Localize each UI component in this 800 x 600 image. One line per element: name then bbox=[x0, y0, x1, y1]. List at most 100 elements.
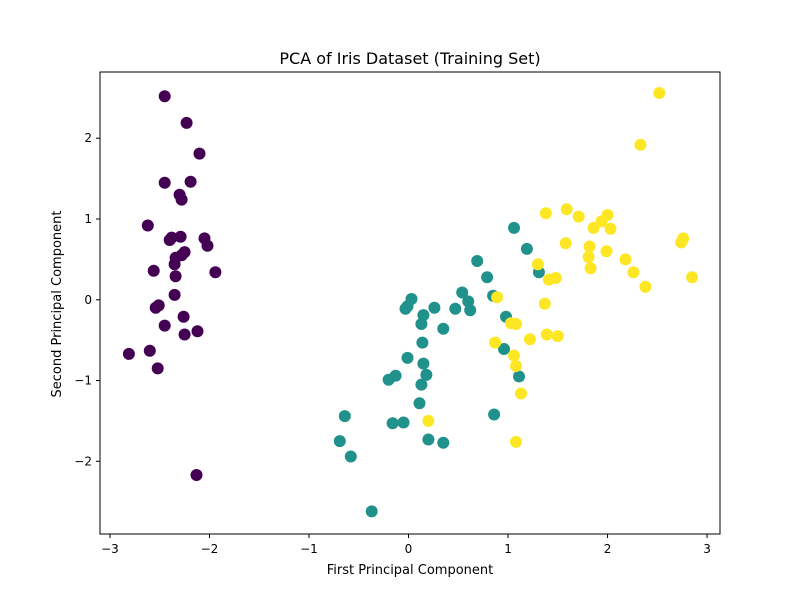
scatter-point-0-28 bbox=[122, 347, 135, 360]
scatter-point-0-20 bbox=[168, 288, 181, 301]
scatter-point-1-5 bbox=[456, 286, 469, 299]
scatter-point-2-23 bbox=[491, 291, 504, 304]
scatter-point-1-9 bbox=[428, 301, 441, 314]
scatter-point-2-4 bbox=[572, 210, 585, 223]
scatter-point-1-20 bbox=[401, 351, 414, 364]
scatter-point-0-19 bbox=[169, 270, 182, 283]
scatter-point-0-22 bbox=[149, 301, 162, 314]
scatter-point-0-24 bbox=[158, 319, 171, 332]
y-tick-label: −1 bbox=[74, 374, 92, 388]
scatter-point-2-33 bbox=[515, 387, 527, 400]
scatter-point-2-32 bbox=[510, 360, 522, 372]
scatter-points bbox=[122, 87, 699, 518]
scatter-point-0-4 bbox=[184, 175, 197, 188]
scatter-point-0-3 bbox=[158, 176, 171, 189]
scatter-point-2-16 bbox=[531, 258, 544, 271]
scatter-point-0-23 bbox=[177, 310, 190, 323]
scatter-point-1-15 bbox=[399, 302, 412, 315]
scatter-point-2-11 bbox=[600, 245, 613, 258]
y-axis-label: Second Principal Component bbox=[50, 211, 65, 398]
scatter-point-2-9 bbox=[559, 237, 572, 250]
scatter-point-2-2 bbox=[539, 207, 552, 220]
y-tick-label: 2 bbox=[84, 131, 92, 145]
scatter-point-1-27 bbox=[413, 397, 426, 410]
scatter-point-0-18 bbox=[209, 266, 222, 279]
scatter-point-2-8 bbox=[604, 222, 617, 235]
scatter-point-0-1 bbox=[180, 116, 193, 129]
chart-title: PCA of Iris Dataset (Training Set) bbox=[279, 49, 540, 68]
scatter-point-2-35 bbox=[510, 435, 522, 448]
scatter-point-2-15 bbox=[675, 236, 688, 249]
scatter-point-2-19 bbox=[686, 271, 699, 284]
scatter-point-2-31 bbox=[508, 349, 520, 362]
scatter-point-2-13 bbox=[619, 253, 632, 266]
scatter-point-0-27 bbox=[143, 344, 156, 357]
scatter-point-1-28 bbox=[488, 408, 501, 421]
scatter-point-2-18 bbox=[627, 266, 640, 279]
scatter-point-2-17 bbox=[584, 262, 597, 275]
scatter-point-0-0 bbox=[158, 90, 171, 103]
y-tick-label: 0 bbox=[84, 293, 92, 307]
scatter-point-2-34 bbox=[422, 414, 435, 427]
scatter-point-1-23 bbox=[513, 370, 525, 383]
scatter-point-2-21 bbox=[549, 272, 562, 284]
scatter-point-1-10 bbox=[449, 302, 462, 315]
scatter-point-2-26 bbox=[510, 318, 522, 330]
axis-ticks: −3 −2 −1 0 1 2 3 −2 −1 0 1 2 bbox=[74, 131, 711, 556]
scatter-point-1-16 bbox=[415, 318, 428, 330]
scatter-point-1-21 bbox=[417, 357, 430, 370]
scatter-point-1-31 bbox=[397, 416, 410, 429]
scatter-point-0-7 bbox=[141, 219, 154, 232]
x-tick-label: −3 bbox=[101, 542, 119, 556]
scatter-point-1-12 bbox=[464, 304, 477, 317]
scatter-point-2-12 bbox=[582, 251, 595, 263]
scatter-point-1-34 bbox=[333, 435, 346, 448]
scatter-point-1-32 bbox=[422, 433, 435, 446]
scatter-point-2-27 bbox=[540, 328, 553, 341]
scatter-point-2-24 bbox=[538, 297, 551, 310]
scatter-point-1-19 bbox=[498, 343, 510, 355]
scatter-point-0-8 bbox=[174, 230, 187, 243]
scatter-point-2-30 bbox=[489, 336, 502, 349]
y-tick-label: −2 bbox=[74, 454, 92, 468]
scatter-point-2-10 bbox=[583, 240, 596, 253]
scatter-point-2-22 bbox=[639, 280, 652, 293]
scatter-point-2-28 bbox=[551, 330, 564, 343]
x-axis-label: First Principal Component bbox=[327, 563, 494, 578]
scatter-point-1-25 bbox=[389, 369, 402, 382]
scatter-point-2-0 bbox=[653, 87, 666, 99]
scatter-point-1-26 bbox=[415, 378, 428, 391]
scatter-point-1-29 bbox=[338, 410, 351, 423]
x-tick-label: 3 bbox=[703, 542, 711, 556]
x-tick-label: 2 bbox=[604, 542, 612, 556]
scatter-point-1-2 bbox=[520, 242, 533, 255]
scatter-point-2-7 bbox=[587, 221, 600, 234]
scatter-point-0-12 bbox=[201, 239, 214, 252]
x-tick-label: −2 bbox=[201, 542, 219, 556]
x-tick-label: 1 bbox=[504, 542, 512, 556]
scatter-point-1-22 bbox=[420, 368, 433, 381]
y-tick-label: 1 bbox=[84, 212, 92, 226]
scatter-point-0-16 bbox=[168, 258, 181, 271]
scatter-point-1-30 bbox=[386, 417, 399, 430]
x-tick-label: −1 bbox=[300, 542, 318, 556]
scatter-point-2-3 bbox=[560, 203, 573, 216]
scatter-point-1-17 bbox=[437, 322, 450, 335]
scatter-point-1-3 bbox=[481, 271, 494, 284]
scatter-point-0-25 bbox=[191, 325, 204, 338]
x-tick-label: 0 bbox=[405, 542, 413, 556]
scatter-point-2-29 bbox=[523, 333, 536, 346]
scatter-point-1-36 bbox=[365, 505, 378, 518]
scatter-point-2-1 bbox=[634, 138, 647, 151]
plot-frame bbox=[99, 71, 721, 535]
scatter-point-1-33 bbox=[437, 436, 450, 449]
scatter-point-0-26 bbox=[178, 328, 191, 341]
scatter-point-1-0 bbox=[508, 221, 520, 234]
scatter-point-0-2 bbox=[193, 147, 206, 160]
scatter-point-1-35 bbox=[344, 450, 357, 463]
scatter-point-0-30 bbox=[190, 469, 203, 481]
scatter-point-0-10 bbox=[163, 234, 176, 246]
scatter-point-0-6 bbox=[175, 193, 188, 206]
scatter-point-0-29 bbox=[151, 362, 164, 375]
